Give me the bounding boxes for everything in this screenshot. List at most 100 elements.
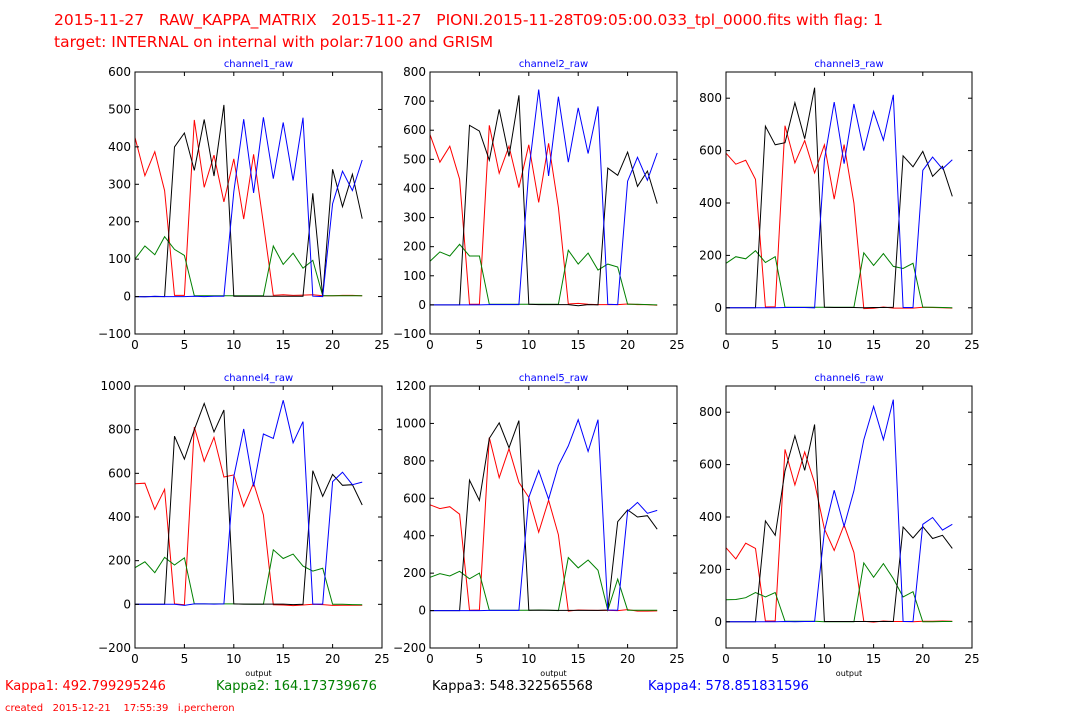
series-line-blue	[135, 400, 363, 606]
axes-frame	[429, 71, 678, 335]
axes-frame	[134, 385, 383, 649]
kappa2-label: Kappa2: 164.173739676	[216, 679, 377, 694]
y-tick-label: 0	[418, 298, 426, 312]
y-tick-label: 400	[403, 529, 426, 543]
y-tick-label: 600	[403, 491, 426, 505]
x-tick-label: 10	[521, 338, 536, 352]
created-stamp: created 2015-12-21 17:55:39 i.percheron	[5, 703, 235, 714]
x-tick-label: 10	[521, 652, 536, 666]
y-tick-label: 800	[403, 65, 426, 79]
x-tick-label: 25	[374, 652, 389, 666]
x-axis-label: output	[836, 669, 862, 678]
series-line-blue	[726, 399, 953, 623]
y-tick-label: 400	[108, 510, 131, 524]
subplot-title: channel3_raw	[814, 59, 883, 70]
y-tick-label: −200	[98, 641, 131, 655]
series-line-green	[134, 548, 363, 606]
series-line-red	[134, 426, 363, 607]
x-tick-label: 15	[866, 338, 881, 352]
x-tick-label: 20	[620, 652, 635, 666]
subplot-title: channel2_raw	[519, 59, 588, 70]
x-tick-label: 20	[915, 652, 930, 666]
y-tick-label: 600	[699, 144, 722, 158]
y-tick-label: 600	[108, 65, 131, 79]
y-tick-label: 1000	[100, 379, 131, 393]
x-tick-label: 5	[771, 338, 779, 352]
x-tick-label: 5	[476, 652, 484, 666]
x-tick-label: 20	[325, 652, 340, 666]
y-tick-label: 400	[699, 196, 722, 210]
series-line-blue	[726, 94, 953, 309]
y-tick-label: 400	[699, 510, 722, 524]
subplot-1: 0 5 10 15 20 25−1000100200300400500600channel…	[98, 59, 390, 352]
x-tick-label: 25	[669, 338, 684, 352]
subplot-3: 0 5 10 15 20 25 0 200 400 600 800 channel3_raw	[699, 59, 980, 352]
subplot-title: channel1_raw	[224, 59, 293, 70]
x-tick-label: 20	[325, 338, 340, 352]
y-tick-label: −100	[393, 327, 426, 341]
series-line-black	[430, 95, 658, 307]
axes-frame	[429, 385, 678, 649]
x-tick-label: 5	[181, 338, 189, 352]
series-line-red	[725, 125, 953, 310]
x-tick-label: 25	[374, 338, 389, 352]
x-tick-label: 25	[669, 652, 684, 666]
y-tick-label: 400	[108, 140, 131, 154]
x-tick-label: 15	[571, 338, 586, 352]
subplot-title: channel5_raw	[519, 373, 588, 384]
x-tick-label: 0	[722, 652, 730, 666]
y-tick-label: 800	[699, 91, 722, 105]
subplot-title: channel6_raw	[814, 373, 883, 384]
y-tick-label: 600	[699, 458, 722, 472]
y-tick-label: 800	[108, 423, 131, 437]
y-tick-label: 200	[699, 248, 722, 262]
subplot-5: 0 5 10 15 20 25−200020040060080010001200chann…	[393, 373, 685, 678]
series-line-red	[429, 125, 658, 306]
y-tick-label: 300	[108, 177, 131, 191]
y-tick-label: 200	[403, 240, 426, 254]
y-tick-label: 100	[108, 252, 131, 266]
header-line-1: 2015-11-27 RAW_KAPPA_MATRIX 2015-11-27 P…	[54, 11, 883, 29]
series-line-green	[429, 556, 658, 613]
x-axis-label: output	[245, 669, 271, 678]
y-tick-label: −200	[393, 641, 426, 655]
y-tick-label: −100	[98, 327, 131, 341]
kappa1-label: Kappa1: 492.799295246	[5, 679, 166, 694]
subplot-6: 0 5 10 15 20 25 0 200 400 600 800 channel6_rawoutpu…	[699, 373, 980, 678]
y-tick-label: 600	[108, 466, 131, 480]
y-tick-label: 200	[108, 554, 131, 568]
y-tick-label: 200	[403, 566, 426, 580]
x-tick-label: 10	[817, 652, 832, 666]
x-tick-label: 25	[964, 652, 979, 666]
y-tick-label: 800	[699, 405, 722, 419]
series-line-red	[429, 437, 658, 612]
y-tick-label: 200	[699, 562, 722, 576]
x-tick-label: 15	[866, 652, 881, 666]
subplot-title: channel4_raw	[224, 373, 293, 384]
axes-frame	[725, 385, 973, 649]
y-tick-label: 500	[403, 152, 426, 166]
y-tick-label: 700	[403, 94, 426, 108]
x-tick-label: 5	[181, 652, 189, 666]
series-line-blue	[430, 418, 658, 612]
series-line-red	[134, 119, 363, 297]
subplot-2: 0 5 10 15 20 25−1000100200300400500600700800c…	[393, 59, 685, 352]
kappa3-label: Kappa3: 548.322565568	[432, 679, 593, 694]
axes-frame	[134, 71, 383, 335]
series-line-black	[726, 87, 953, 309]
x-tick-label: 0	[131, 652, 139, 666]
kappa4-label: Kappa4: 578.851831596	[648, 679, 809, 694]
y-tick-label: 0	[418, 604, 426, 618]
y-tick-label: 300	[403, 211, 426, 225]
y-tick-label: 1000	[395, 416, 426, 430]
subplot-4: 0 5 10 15 20 25−20002004006008001000channel4_…	[98, 373, 390, 678]
x-tick-label: 0	[131, 338, 139, 352]
x-tick-label: 0	[722, 338, 730, 352]
y-tick-label: 100	[403, 269, 426, 283]
x-tick-label: 15	[276, 652, 291, 666]
x-tick-label: 10	[226, 652, 241, 666]
x-tick-label: 10	[226, 338, 241, 352]
series-line-black	[135, 402, 363, 606]
header-line-2: target: INTERNAL on internal with polar:…	[54, 33, 494, 51]
